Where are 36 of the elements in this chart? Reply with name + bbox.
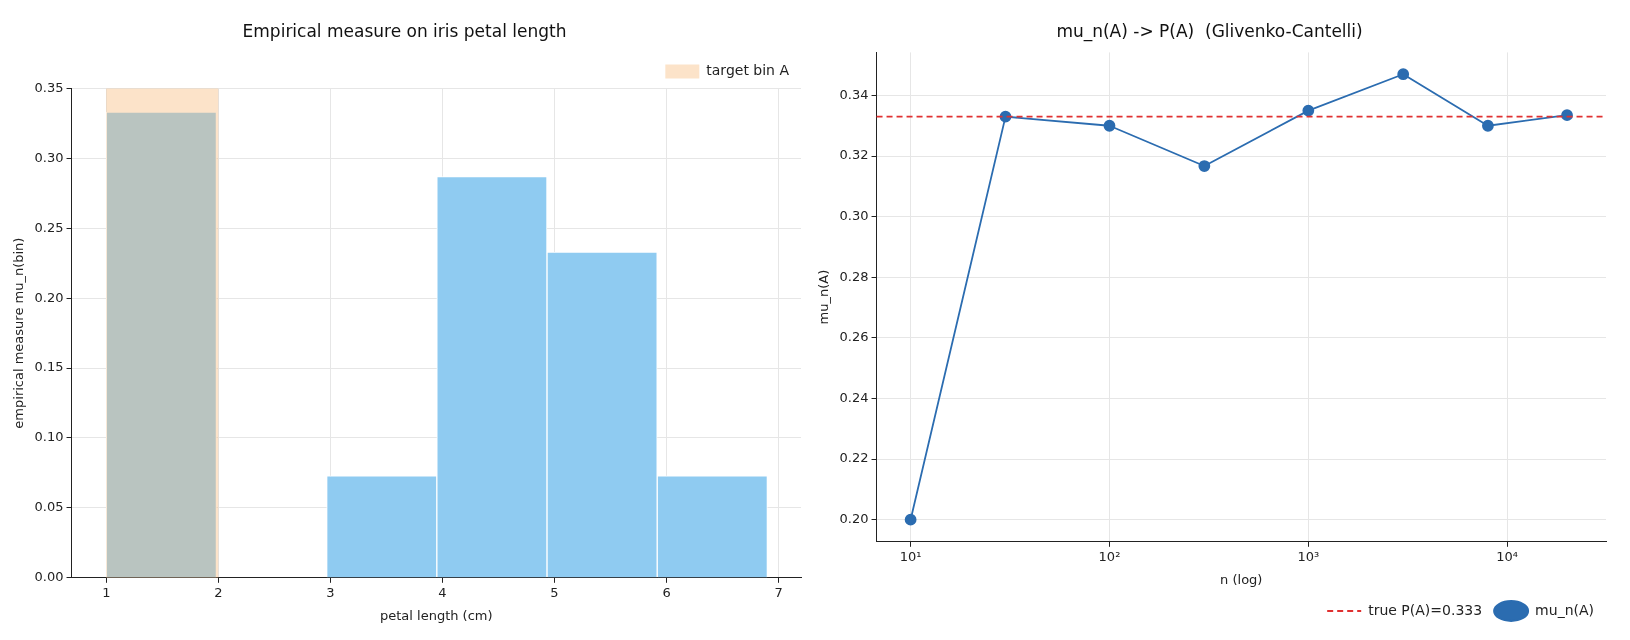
y-tick-label: 0.35	[34, 79, 64, 95]
x-tick-label: 3	[326, 584, 335, 600]
x-tick-label: 6	[662, 584, 671, 600]
x-tick-label: 10⁴	[1496, 548, 1519, 564]
legend-label: true P(A)=0.333	[1368, 601, 1483, 618]
y-axis-title: empirical measure mu_n(bin)	[11, 237, 27, 429]
y-tick-label: 0.25	[34, 219, 64, 235]
chart-title: Empirical measure on iris petal length	[242, 20, 567, 41]
y-tick-label: 0.00	[34, 569, 64, 585]
x-axis-title: petal length (cm)	[379, 607, 493, 623]
y-tick-label: 0.22	[839, 450, 869, 466]
x-tick-label: 4	[438, 584, 447, 600]
x-tick-label: 5	[550, 584, 559, 600]
legend-label: mu_n(A)	[1535, 601, 1595, 618]
x-tick-label: 10²	[1098, 548, 1121, 564]
x-tick-label: 2	[214, 584, 223, 600]
y-tick-label: 0.05	[34, 499, 64, 515]
y-tick-label: 0.32	[839, 147, 869, 163]
y-tick-label: 0.30	[839, 208, 869, 224]
x-axis-title: n (log)	[1220, 571, 1263, 587]
y-tick-label: 0.24	[839, 389, 869, 405]
y-tick-label: 0.30	[34, 149, 64, 165]
y-tick-label: 0.28	[839, 268, 869, 284]
x-tick-label: 7	[774, 584, 783, 600]
chart-title: mu_n(A) -> P(A) (Glivenko-Cantelli)	[1056, 20, 1363, 42]
x-tick-label: 10³	[1297, 548, 1320, 564]
y-axis-title: mu_n(A)	[816, 269, 832, 325]
y-tick-label: 0.20	[839, 511, 869, 527]
legend-label: target bin A	[706, 62, 790, 79]
x-tick-label: 10¹	[899, 548, 922, 564]
y-tick-label: 0.26	[839, 329, 869, 345]
x-tick-label: 1	[102, 584, 111, 600]
y-tick-label: 0.20	[34, 289, 64, 305]
y-tick-label: 0.15	[34, 359, 64, 375]
y-tick-label: 0.10	[34, 429, 64, 445]
y-tick-label: 0.34	[839, 86, 869, 102]
